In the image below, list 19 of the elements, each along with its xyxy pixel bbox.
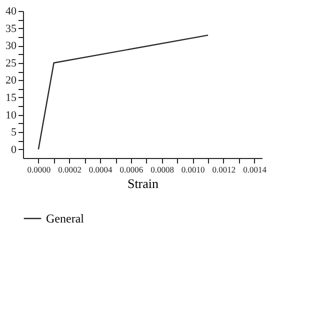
- x-axis-title: Strain: [127, 176, 160, 191]
- legend-label: General: [46, 212, 85, 226]
- y-tick-label: 25: [6, 57, 17, 70]
- y-tick-label: 10: [6, 109, 17, 122]
- y-tick-label: 0: [11, 144, 17, 156]
- x-tick-label: 0.0010: [181, 164, 205, 174]
- y-tick-label: 15: [6, 92, 17, 104]
- x-tick-label: 0.0014: [243, 164, 268, 174]
- y-tick-label: 5: [11, 126, 17, 139]
- x-tick-label: 0.0012: [212, 164, 236, 174]
- x-tick-label: 0.0000: [27, 164, 51, 174]
- y-tick-label: 20: [6, 74, 17, 87]
- x-tick-label: 0.0002: [58, 164, 82, 174]
- x-tick-label: 0.0004: [88, 164, 114, 174]
- x-tick-label: 0.0006: [120, 164, 144, 174]
- y-tick-label: 40: [6, 6, 17, 18]
- x-tick-label: 0.0008: [150, 164, 174, 174]
- y-tick-label: 35: [6, 22, 17, 35]
- y-tick-label: 30: [6, 40, 17, 52]
